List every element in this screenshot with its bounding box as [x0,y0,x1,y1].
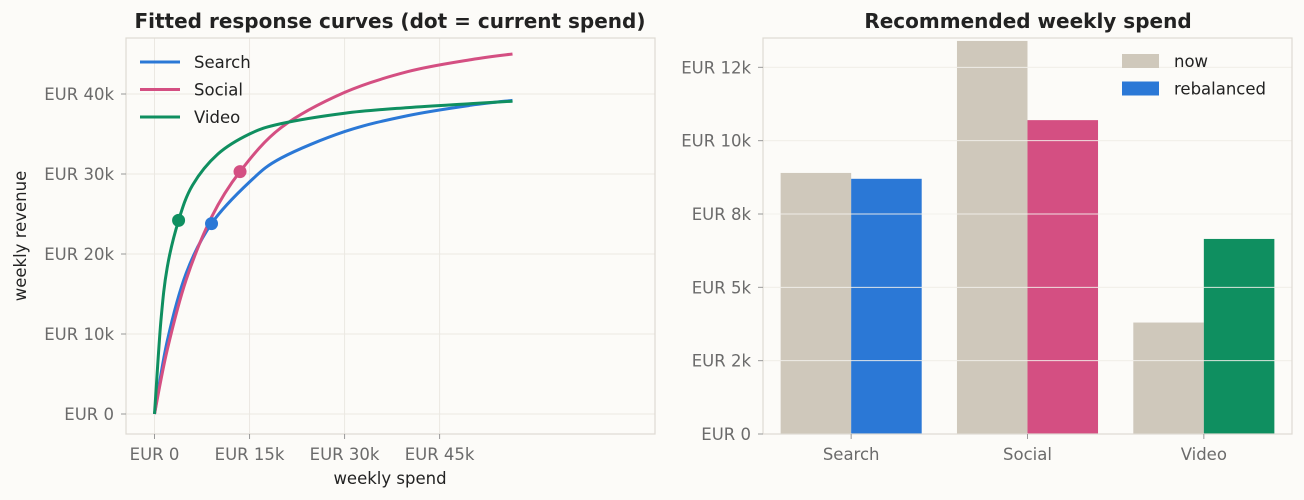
right-y-tick-label: EUR 5k [692,278,752,297]
left-y-axis-label: weekly revenue [11,171,30,302]
legend-swatch-rebalanced [1122,82,1159,96]
bar-now-search [781,173,852,434]
current-spend-dot-search [205,217,218,230]
left-x-tick-label: EUR 15k [215,445,285,464]
left-y-tick-label: EUR 30k [44,165,114,184]
right-bars-layer [763,41,1292,434]
right-chart-title: Recommended weekly spend [864,9,1191,33]
left-legend: Search Social Video [140,53,251,127]
legend-label-social: Social [194,81,243,100]
legend-label-rebalanced: rebalanced [1174,80,1266,99]
legend-label-search: Search [194,53,251,72]
left-x-tick-label: EUR 0 [130,445,180,464]
bar-rebalanced-search [851,179,922,434]
bar-rebalanced-social [1028,120,1099,434]
series-line-search [155,100,513,414]
recommended-spend-chart: Recommended weekly spend EUR 0 EUR 2k EUR … [681,9,1292,464]
left-y-tick-label: EUR 20k [44,245,114,264]
right-y-tick-label: EUR 10k [681,132,751,151]
left-x-tick-label: EUR 30k [310,445,380,464]
left-x-tick-label: EUR 45k [405,445,475,464]
left-ticks: EUR 0 EUR 15k EUR 30k EUR 45k EUR 0 EUR 10k EU… [44,85,475,464]
legend-swatch-now [1122,54,1159,68]
right-x-tick-label-video: Video [1181,445,1227,464]
left-y-tick-label: EUR 40k [44,85,114,104]
left-chart-title: Fitted response curves (dot = current sp… [134,9,645,33]
left-y-tick-label: EUR 0 [64,405,114,424]
bar-now-video [1133,323,1204,434]
left-y-tick-label: EUR 10k [44,325,114,344]
left-x-axis-label: weekly spend [333,469,446,488]
current-spend-dot-social [234,165,247,178]
series-line-video [155,101,513,414]
response-curves-chart: Fitted response curves (dot = current sp… [11,9,655,488]
right-x-tick-label-social: Social [1003,445,1052,464]
bar-rebalanced-video [1204,239,1275,434]
right-y-tick-label: EUR 8k [692,205,752,224]
legend-label-video: Video [194,108,240,127]
right-y-tick-label: EUR 0 [701,425,751,444]
right-x-tick-label-search: Search [823,445,880,464]
right-y-tick-label: EUR 2k [692,352,752,371]
right-y-tick-label: EUR 12k [681,58,751,77]
legend-label-now: now [1174,52,1208,71]
right-legend: now rebalanced [1122,52,1266,99]
current-spend-dot-video [172,214,185,227]
bar-now-social [957,41,1028,434]
